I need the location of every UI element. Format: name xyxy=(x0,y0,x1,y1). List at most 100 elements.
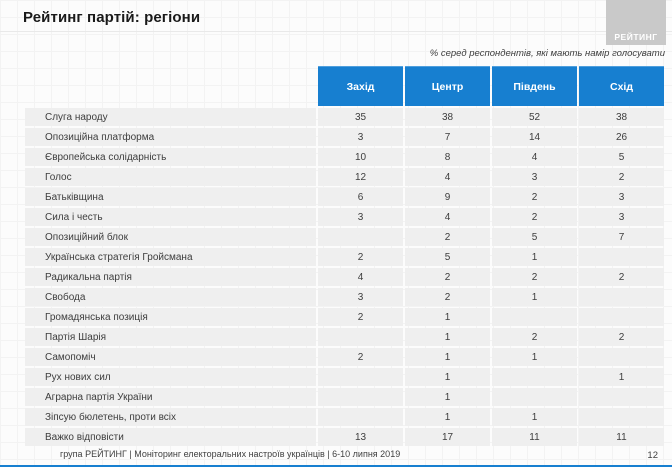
party-label: Українська стратегія Гройсмана xyxy=(25,248,316,266)
value-cell: 7 xyxy=(405,128,490,146)
value-cell: 1 xyxy=(492,348,577,366)
value-cell: 1 xyxy=(492,248,577,266)
party-label: Опозиційний блок xyxy=(25,228,316,246)
value-cell: 11 xyxy=(579,428,664,446)
value-cell: 2 xyxy=(405,288,490,306)
column-header: Захід xyxy=(318,66,403,106)
value-cell xyxy=(579,308,664,326)
value-cell xyxy=(579,248,664,266)
value-cell: 5 xyxy=(579,148,664,166)
value-cell: 9 xyxy=(405,188,490,206)
rating-group-logo-text: РЕЙТИНГ xyxy=(614,32,658,42)
value-cell: 3 xyxy=(579,188,664,206)
value-cell: 2 xyxy=(318,308,403,326)
value-cell xyxy=(579,408,664,426)
value-cell: 1 xyxy=(405,388,490,406)
value-cell: 1 xyxy=(492,408,577,426)
accent-bottom-bar xyxy=(0,465,672,467)
value-cell: 4 xyxy=(405,208,490,226)
value-cell: 8 xyxy=(405,148,490,166)
value-cell: 4 xyxy=(405,168,490,186)
value-cell: 3 xyxy=(318,288,403,306)
value-cell: 2 xyxy=(405,268,490,286)
value-cell: 1 xyxy=(492,288,577,306)
value-cell xyxy=(492,388,577,406)
value-cell: 2 xyxy=(318,348,403,366)
party-label: Зіпсую бюлетень, проти всіх xyxy=(25,408,316,426)
value-cell: 1 xyxy=(405,368,490,386)
value-cell: 7 xyxy=(579,228,664,246)
value-cell: 2 xyxy=(492,328,577,346)
value-cell: 10 xyxy=(318,148,403,166)
value-cell: 2 xyxy=(492,208,577,226)
party-label: Батьківщина xyxy=(25,188,316,206)
value-cell: 5 xyxy=(492,228,577,246)
footer-source-line: група РЕЙТИНГ | Моніторинг електоральних… xyxy=(60,449,401,459)
value-cell: 1 xyxy=(579,368,664,386)
value-cell: 3 xyxy=(318,208,403,226)
party-label: Слуга народу xyxy=(25,108,316,126)
value-cell: 3 xyxy=(492,168,577,186)
party-label: Голос xyxy=(25,168,316,186)
value-cell xyxy=(492,368,577,386)
value-cell: 2 xyxy=(318,248,403,266)
value-cell xyxy=(579,288,664,306)
column-header: Схід xyxy=(579,66,664,106)
page-number: 12 xyxy=(647,450,658,461)
respondents-note: % серед респондентів, які мають намір го… xyxy=(429,48,665,59)
value-cell: 2 xyxy=(405,228,490,246)
value-cell: 11 xyxy=(492,428,577,446)
party-label: Важко відповісти xyxy=(25,428,316,446)
value-cell xyxy=(318,388,403,406)
value-cell: 2 xyxy=(492,188,577,206)
party-label: Свобода xyxy=(25,288,316,306)
party-label: Партія Шарія xyxy=(25,328,316,346)
party-label: Європейська солідарність xyxy=(25,148,316,166)
value-cell: 1 xyxy=(405,308,490,326)
value-cell xyxy=(579,348,664,366)
value-cell: 3 xyxy=(318,128,403,146)
rating-group-logo: РЕЙТИНГ xyxy=(606,0,666,45)
value-cell: 38 xyxy=(579,108,664,126)
value-cell xyxy=(318,408,403,426)
value-cell xyxy=(579,388,664,406)
value-cell: 5 xyxy=(405,248,490,266)
title-divider xyxy=(0,31,672,32)
value-cell: 14 xyxy=(492,128,577,146)
value-cell: 2 xyxy=(579,268,664,286)
column-header: Південь xyxy=(492,66,577,106)
value-cell: 13 xyxy=(318,428,403,446)
value-cell xyxy=(318,368,403,386)
party-label: Громадянська позиція xyxy=(25,308,316,326)
value-cell: 1 xyxy=(405,348,490,366)
value-cell: 2 xyxy=(492,268,577,286)
value-cell: 12 xyxy=(318,168,403,186)
value-cell: 2 xyxy=(579,328,664,346)
value-cell: 4 xyxy=(492,148,577,166)
page-title: Рейтинг партій: регіони xyxy=(23,9,201,26)
value-cell: 1 xyxy=(405,328,490,346)
party-label: Сила і честь xyxy=(25,208,316,226)
table-header-blank xyxy=(25,66,316,105)
value-cell: 38 xyxy=(405,108,490,126)
value-cell xyxy=(492,308,577,326)
value-cell: 26 xyxy=(579,128,664,146)
value-cell: 35 xyxy=(318,108,403,126)
value-cell: 1 xyxy=(405,408,490,426)
value-cell: 17 xyxy=(405,428,490,446)
ratings-table: Захід Центр Південь Схід Слуга народу 35 38 52 3… xyxy=(25,66,664,446)
party-label: Самопоміч xyxy=(25,348,316,366)
value-cell: 4 xyxy=(318,268,403,286)
value-cell: 2 xyxy=(579,168,664,186)
party-label: Радикальна партія xyxy=(25,268,316,286)
value-cell: 3 xyxy=(579,208,664,226)
value-cell xyxy=(318,328,403,346)
party-label: Аграрна партія України xyxy=(25,388,316,406)
value-cell: 52 xyxy=(492,108,577,126)
value-cell: 6 xyxy=(318,188,403,206)
value-cell xyxy=(318,228,403,246)
column-header: Центр xyxy=(405,66,490,106)
party-label: Рух нових сил xyxy=(25,368,316,386)
party-label: Опозиційна платформа xyxy=(25,128,316,146)
